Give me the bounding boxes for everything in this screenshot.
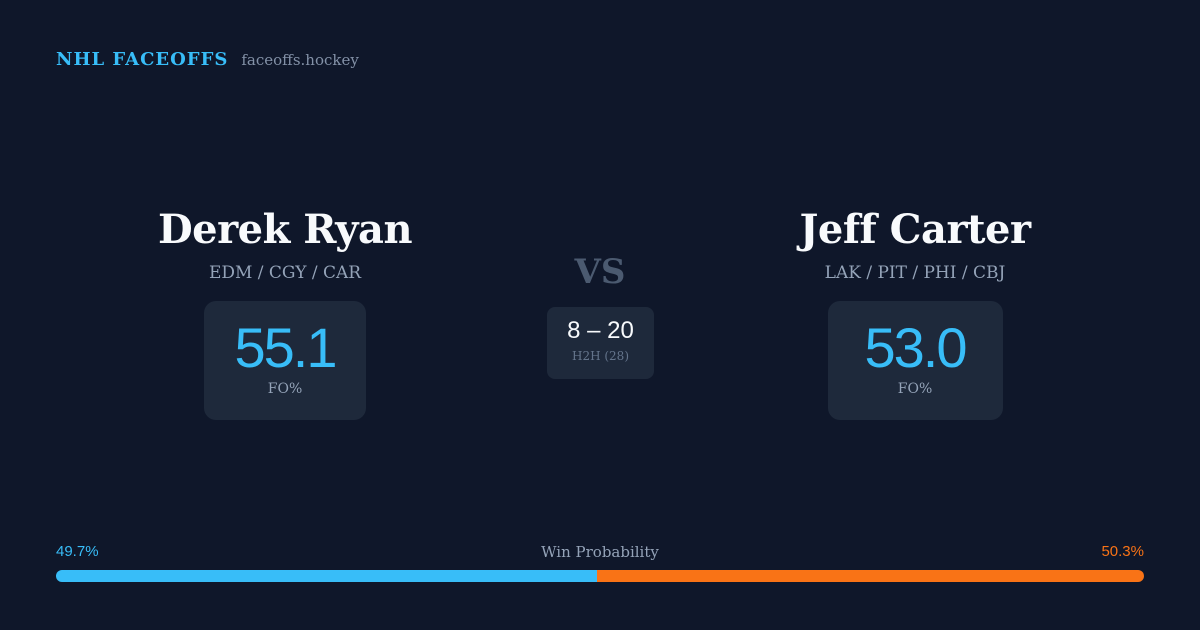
win-probability-right-label: 50.3% [1101, 543, 1144, 560]
player-left-teams: EDM / CGY / CAR [208, 263, 362, 283]
win-probability-bar [56, 570, 1144, 582]
vs-label: VS [574, 252, 626, 292]
win-probability-title: Win Probability [541, 543, 659, 561]
player-right-name: Jeff Carter [799, 206, 1031, 253]
player-right-fo-card: 53.0 FO% [827, 301, 1003, 420]
win-probability-right-fill [596, 570, 1144, 582]
player-right-fo-value: 53.0 [864, 316, 968, 379]
win-probability-left-fill [56, 570, 597, 582]
player-right-fo-label: FO% [897, 381, 933, 397]
h2h-label: H2H (28) [571, 349, 629, 363]
brand-name: NHL FACEOFFS [56, 49, 229, 70]
player-left: Derek Ryan EDM / CGY / CAR 55.1 FO% [75, 204, 495, 420]
player-left-fo-value: 55.1 [234, 316, 338, 379]
player-left-fo-label: FO% [267, 381, 303, 397]
win-probability-left-label: 49.7% [56, 543, 99, 560]
brand-header: NHL FACEOFFS faceoffs.hockey [56, 49, 359, 70]
h2h-score: 8 – 20 [567, 317, 634, 344]
h2h-card: 8 – 20 H2H (28) [547, 307, 654, 379]
player-right-teams: LAK / PIT / PHI / CBJ [824, 263, 1006, 283]
player-left-fo-card: 55.1 FO% [204, 301, 366, 420]
win-probability-labels: 49.7% Win Probability 50.3% [56, 543, 1144, 563]
player-right: Jeff Carter LAK / PIT / PHI / CBJ 53.0 F… [705, 204, 1125, 420]
brand-url: faceoffs.hockey [241, 51, 359, 69]
player-left-name: Derek Ryan [157, 206, 413, 253]
